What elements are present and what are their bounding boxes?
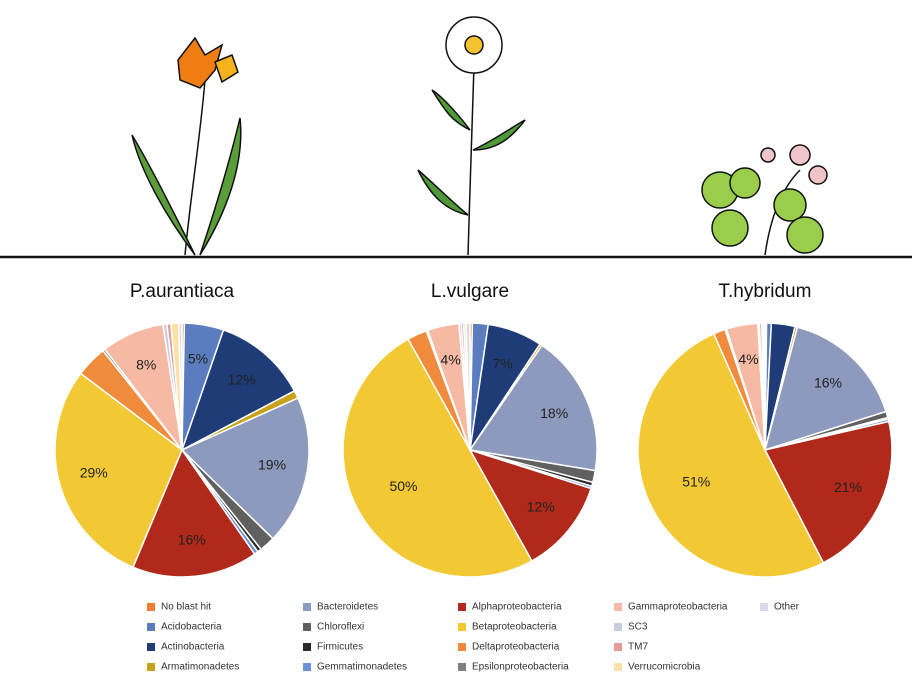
stem [467,64,475,256]
pie-slice [637,332,825,578]
legend-swatch [614,603,622,611]
pie-slice [342,338,533,578]
legend-swatch [614,643,622,651]
stem [184,79,206,256]
leaf [131,134,196,256]
leaf [431,89,471,131]
legend-label: Chloroflexi [317,622,364,633]
pie-slice [468,344,598,472]
chart-title: P.aurantiaca [130,281,235,302]
data-label: 50% [389,478,417,494]
legend-label: Other [774,602,800,613]
chart-title: L.vulgare [431,281,509,302]
legend-label: Gemmatimonadetes [317,662,407,673]
legend-label: Acidobacteria [161,622,222,633]
legend-swatch [303,623,311,631]
flower [760,147,776,163]
legend-label: Firmicutes [317,642,363,653]
data-label: 51% [682,474,710,490]
pie-slice [132,448,256,578]
legend-swatch [147,603,155,611]
leaf [199,117,242,256]
legend-swatch [458,623,466,631]
legend-label: Deltaproteobacteria [472,642,560,653]
data-label: 19% [258,457,286,473]
leaf [417,169,469,216]
chart-title: T.hybridum [719,281,812,302]
data-label: 8% [136,357,156,373]
data-label: 18% [540,405,568,421]
flower [808,165,828,185]
leaf [773,188,807,222]
flower-center [464,35,484,55]
legend-label: Actinobacteria [161,642,225,653]
leaf [786,216,824,254]
data-label: 12% [527,499,555,515]
legend-label: Verrucomicrobia [628,662,701,673]
data-label: 29% [80,465,108,481]
data-label: 21% [834,479,862,495]
data-label: 5% [188,351,208,367]
pie-slice [763,326,887,452]
legend-label: Betaproteobacteria [472,622,557,633]
legend-swatch [147,663,155,671]
data-label: 7% [492,355,512,371]
pie-slice [465,322,471,451]
pie-slice [180,397,310,540]
flower [214,54,239,84]
data-label: 16% [814,374,842,390]
pie-slice [54,372,183,569]
legend-label: No blast hit [161,602,211,613]
data-label: 12% [228,371,256,387]
pie-slice [180,329,296,452]
data-label: 4% [738,351,758,367]
legend-swatch [458,663,466,671]
legend-label: Alphaproteobacteria [472,602,562,613]
legend-label: SC3 [628,622,648,633]
legend-swatch [303,643,311,651]
legend-swatch [303,603,311,611]
flower [177,36,224,89]
legend-label: Bacteroidetes [317,602,378,613]
legend-swatch [458,643,466,651]
data-label: 16% [178,532,206,548]
flower [789,144,811,166]
leaf [729,167,761,199]
legend-label: Epsilonproteobacteria [472,662,569,673]
legend-swatch [614,623,622,631]
pie-slice [762,322,766,451]
pie-slice [763,420,893,564]
legend-swatch [458,603,466,611]
legend-label: TM7 [628,642,648,653]
data-label: 4% [440,351,460,367]
legend-swatch [760,603,768,611]
leaf [472,119,526,151]
legend-swatch [303,663,311,671]
legend-label: Gammaproteobacteria [628,602,728,613]
legend-swatch [614,663,622,671]
legend-label: Armatimonadetes [161,662,239,673]
leaf [711,209,749,247]
legend-swatch [147,623,155,631]
plant-illustrations [131,16,828,256]
pie-slice [468,448,592,562]
legend-swatch [147,643,155,651]
pie-slice [178,322,183,451]
